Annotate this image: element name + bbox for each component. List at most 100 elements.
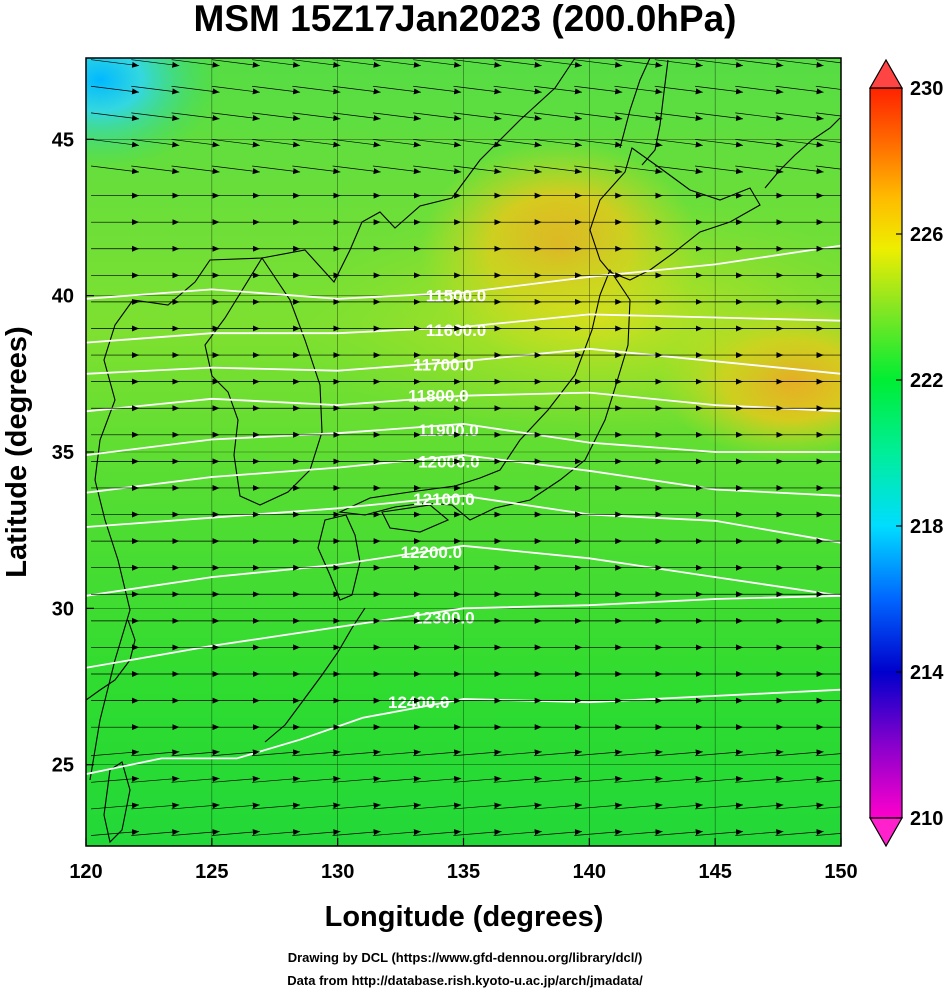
contour-label: 12200.0 [401,543,462,562]
wind-arrow [533,775,582,783]
wind-arrow [574,829,623,836]
y-tick-label: 30 [52,598,74,620]
wind-arrow [694,112,744,121]
wind-arrow [695,829,744,836]
x-tick-label: 140 [573,861,606,883]
wind-arrow [171,802,220,810]
wind-arrow [292,802,341,810]
wind-arrow [815,139,841,143]
contour-line [86,454,841,497]
wind-arrow [775,59,824,68]
wind-arrow [654,59,703,68]
wind-arrow [815,85,841,90]
credit-line-1: Drawing by DCL (https://www.gfd-dennou.o… [288,950,643,965]
wind-arrow [211,829,260,836]
wind-arrow [453,59,502,68]
wind-arrow [413,112,462,121]
y-tick-label: 45 [52,129,74,151]
wind-arrow [453,749,502,757]
wind-arrow [413,59,462,68]
wind-arrow [735,165,784,175]
wind-arrow [332,802,381,810]
colorbar-tick-label: 210 [910,808,943,830]
colorbar-tick-label: 226 [910,224,943,246]
x-tick-label: 145 [698,861,731,883]
wind-arrow [775,112,824,121]
wind-arrow [775,85,824,95]
wind-arrow [211,139,260,148]
wind-arrow [815,165,841,170]
wind-arrow [533,829,582,836]
wind-arrow [91,829,140,836]
y-tick-label: 25 [52,755,74,777]
wind-arrow [211,85,260,95]
wind-arrow [292,85,341,95]
wind-arrow [292,139,341,148]
wind-arrow [694,165,744,175]
wind-arrow [694,59,744,68]
wind-arrow [252,59,301,68]
wind-arrow [131,139,180,148]
wind-arrow [493,749,542,757]
wind-arrow [493,85,542,95]
colorbar-tick-label: 218 [910,516,943,538]
wind-arrow [614,165,663,175]
wind-arrow [453,139,502,148]
wind-arrow [332,775,381,783]
coast-korea [204,256,323,506]
contour-line [86,391,841,413]
wind-arrow [574,165,623,175]
x-axis-label: Longitude (degrees) [325,901,604,933]
wind-arrow [654,85,703,95]
wind-arrow [372,802,421,810]
wind-arrow [252,775,301,783]
wind-arrow [90,139,140,148]
wind-arrow [252,802,301,810]
wind-arrow [413,139,462,148]
contour-line [86,688,841,775]
y-tick-label: 40 [52,286,74,308]
wind-arrow [574,85,623,95]
wind-arrow [654,139,703,148]
coast-hokkaido [589,147,761,281]
wind-arrow [171,775,220,783]
wind-arrow [332,749,381,757]
y-tick-label: 35 [52,442,74,464]
wind-arrow [332,59,381,68]
wind-arrow [614,749,663,757]
x-tick-label: 120 [69,861,102,883]
contour-label: 11700.0 [413,355,474,374]
contour-line [86,347,841,375]
wind-arrow [372,139,421,148]
contour-labels: 11500.0 11600.0 11700.0 11800.0 11900.0 12000… [388,287,486,713]
wind-arrow [252,165,301,175]
wind-arrow [332,85,381,95]
coast-kyushu [317,514,361,601]
wind-arrow [453,165,502,175]
wind-arrow [614,85,663,95]
contour-line [86,544,841,597]
wind-arrow [614,802,663,810]
contour-label: 12100.0 [413,490,474,509]
wind-arrow [815,806,841,810]
wind-arrow [735,112,784,121]
y-axis-label: Latitude (degrees) [1,326,33,577]
wind-arrow [171,829,220,836]
wind-arrow [292,749,341,757]
wind-arrow [211,165,260,175]
wind-arrow [614,829,663,836]
wind-arrow [735,829,784,836]
colorbar-top-triangle [868,58,904,89]
colorbar: 210 214 218 222 226 230 [868,58,944,848]
wind-arrow [815,59,841,64]
contour-line [86,244,841,300]
coast-ryukyu [264,607,366,743]
wind-arrow [775,165,824,175]
wind-arrow [171,749,220,757]
contour-line [86,494,841,544]
wind-arrow [171,85,220,95]
wind-arrow [292,112,341,121]
wind-arrow [574,749,623,757]
wind-arrow [90,112,140,121]
wind-arrow [332,829,381,836]
